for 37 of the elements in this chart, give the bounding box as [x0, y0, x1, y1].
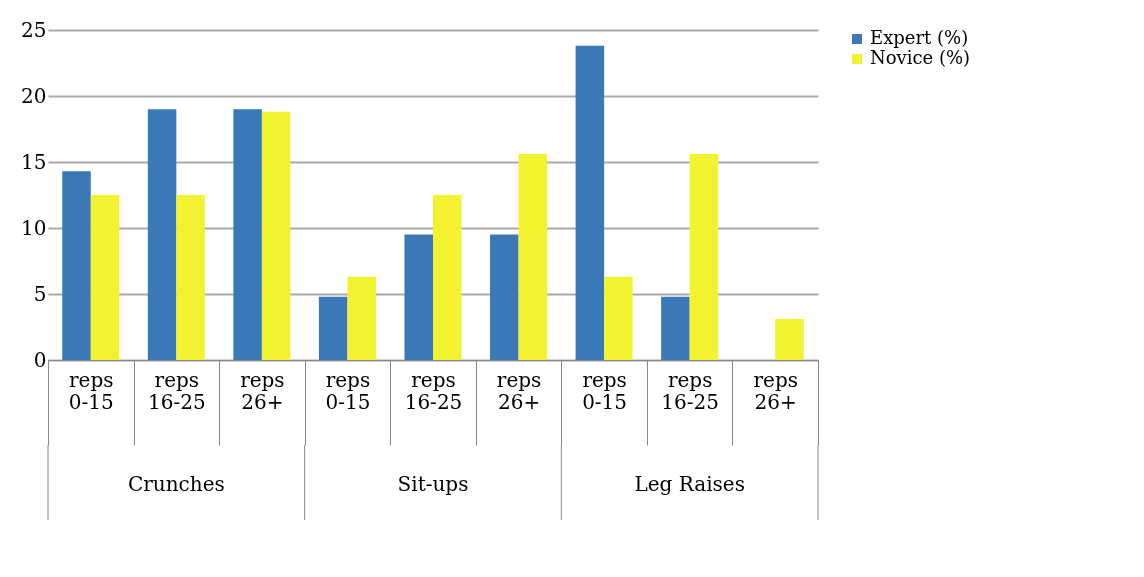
- bar: [176, 195, 205, 360]
- text: Sit-ups: [397, 472, 469, 496]
- bar: [90, 195, 120, 360]
- x-tick-label: reps 26+: [496, 367, 542, 414]
- x-tick-label: reps 0-15: [68, 367, 114, 414]
- bar: [318, 296, 348, 360]
- bar: [62, 171, 91, 360]
- x-tick-label: reps 0-15: [582, 367, 628, 414]
- y-tick-label: 15: [21, 149, 47, 174]
- bar: [518, 154, 548, 360]
- bar: [404, 234, 433, 360]
- bar: [433, 195, 462, 360]
- x-tick-label: reps 0-15: [325, 367, 371, 414]
- bar: [261, 111, 291, 360]
- y-tick-label: 20: [21, 83, 47, 108]
- bar: [347, 276, 376, 360]
- x-tick-label: reps 26+: [240, 367, 285, 414]
- x-tick-label: reps 16-25: [661, 367, 719, 414]
- text: Crunches: [127, 472, 225, 496]
- legend-label: Expert (%): [870, 27, 969, 48]
- bar: [661, 296, 690, 360]
- bar: [147, 109, 177, 360]
- bar: [575, 45, 605, 360]
- legend-label: Novice (%): [870, 47, 971, 68]
- bar: [490, 234, 519, 360]
- text: Leg Raises: [634, 472, 745, 496]
- y-tick-label: 0: [33, 347, 47, 372]
- bar: [775, 319, 804, 360]
- bar: [604, 276, 633, 360]
- y-tick-label: 5: [33, 281, 47, 306]
- x-tick-label: reps 26+: [753, 367, 798, 414]
- y-tick-label: 10: [21, 215, 47, 240]
- bar: [689, 154, 719, 360]
- x-tick-label: reps 16-25: [404, 367, 463, 414]
- bar: [233, 109, 262, 360]
- x-tick-label: reps 16-25: [148, 367, 206, 414]
- y-tick-label: 25: [21, 17, 47, 42]
